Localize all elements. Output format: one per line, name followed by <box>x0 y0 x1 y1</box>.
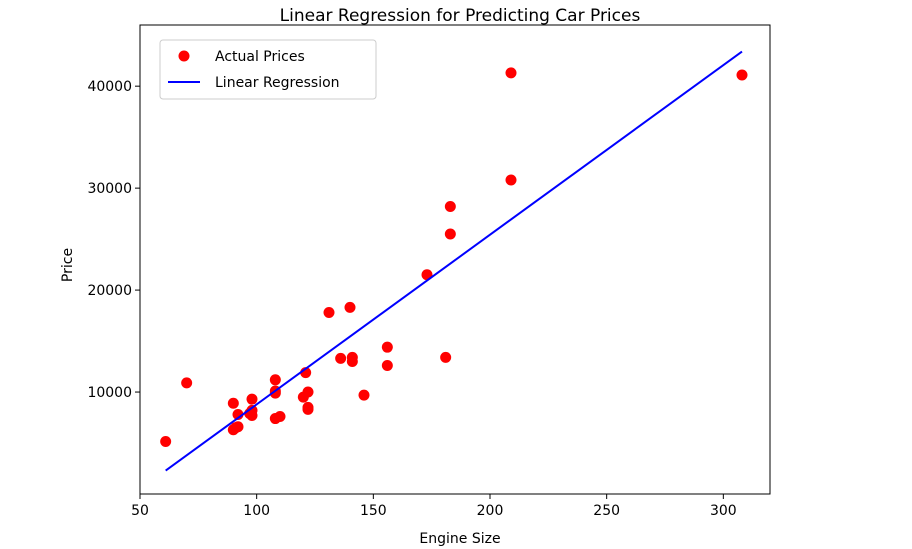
x-tick-label: 300 <box>710 503 737 519</box>
chart-axes: 50 100 150 200 250 300 10000 20000 30000 40000 <box>87 79 736 519</box>
data-point-actual-price <box>358 389 370 401</box>
data-point-actual-price <box>440 351 452 363</box>
data-point-actual-price <box>274 411 286 423</box>
chart-title: Linear Regression for Predicting Car Pri… <box>280 6 641 26</box>
data-point-actual-price <box>505 67 517 79</box>
y-tick-label: 20000 <box>87 283 132 299</box>
data-point-actual-price <box>269 374 281 386</box>
data-point-actual-price <box>444 228 456 240</box>
legend-marker-actual-prices <box>178 50 190 62</box>
y-axis-label: Price <box>60 248 76 282</box>
data-point-actual-price <box>505 174 517 186</box>
legend-label-actual-prices: Actual Prices <box>215 49 305 65</box>
data-point-actual-price <box>181 377 193 389</box>
regression-line <box>165 50 743 472</box>
y-tick-label: 40000 <box>87 79 132 95</box>
x-tick-label: 50 <box>131 503 149 519</box>
data-point-actual-price <box>444 200 456 212</box>
legend-label-linear-regression: Linear Regression <box>215 75 340 91</box>
data-point-actual-price <box>160 435 172 447</box>
data-point-actual-price <box>227 397 239 409</box>
legend-box <box>159 39 377 100</box>
data-point-actual-price <box>246 393 258 405</box>
data-point-actual-price <box>323 307 335 319</box>
y-tick-label: 30000 <box>87 181 132 197</box>
legend: Actual Prices Linear Regression <box>159 39 377 100</box>
data-point-actual-price <box>269 387 281 399</box>
data-point-actual-price <box>232 408 244 420</box>
data-point-actual-price <box>246 409 258 421</box>
data-point-actual-price <box>381 341 393 353</box>
data-point-actual-price <box>736 69 748 81</box>
data-point-actual-price <box>335 352 347 364</box>
data-point-actual-price <box>232 421 244 433</box>
x-tick-label: 200 <box>477 503 504 519</box>
x-axis-label: Engine Size <box>419 531 500 547</box>
data-point-actual-price <box>381 360 393 372</box>
data-point-actual-price <box>302 386 314 398</box>
y-tick-label: 10000 <box>87 385 132 401</box>
chart-marks <box>160 50 748 472</box>
x-tick-label: 100 <box>243 503 270 519</box>
x-tick-label: 250 <box>593 503 620 519</box>
data-point-actual-price <box>344 301 356 313</box>
data-point-actual-price <box>346 355 358 367</box>
x-tick-label: 150 <box>360 503 387 519</box>
data-point-actual-price <box>302 401 314 413</box>
